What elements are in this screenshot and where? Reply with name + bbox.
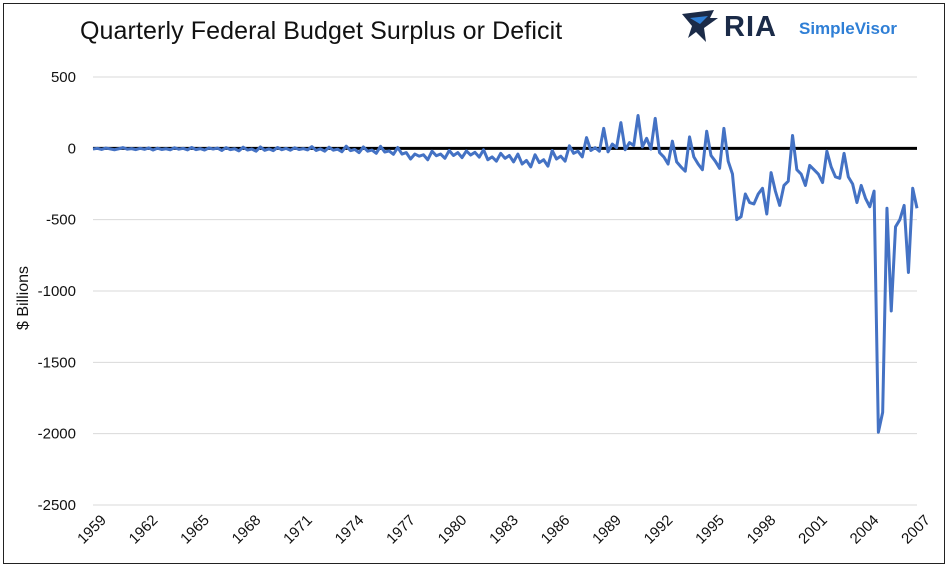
logo-brand: RIA xyxy=(724,11,777,43)
x-tick-label: 1989 xyxy=(589,512,625,548)
y-tick-label: 0 xyxy=(68,140,76,157)
x-tick-label: 2004 xyxy=(847,512,883,548)
x-tick-label: 1986 xyxy=(538,512,574,548)
x-tick-label: 2007 xyxy=(898,512,934,548)
x-tick-label: 1974 xyxy=(332,512,368,548)
x-axis-ticks: 1959 1962 1965 1968 1971 1974 1977 1980 1983 1986… xyxy=(74,512,950,548)
y-tick-label: -2500 xyxy=(38,497,76,514)
gridlines xyxy=(93,76,917,506)
deficit-series-line xyxy=(92,114,919,434)
y-tick-label: -1500 xyxy=(38,354,76,371)
x-tick-label: 1962 xyxy=(126,512,162,548)
y-tick-label: -1000 xyxy=(38,283,76,300)
x-tick-label: 1968 xyxy=(229,512,265,548)
x-tick-label: 2001 xyxy=(795,512,831,548)
y-tick-label: -500 xyxy=(46,212,76,229)
y-axis-ticks: 500 0 -500 -1000 -1500 -2000 -2500 xyxy=(38,69,76,514)
x-tick-label: 1992 xyxy=(641,512,677,548)
x-tick-label: 1965 xyxy=(177,512,213,548)
x-tick-label: 1983 xyxy=(486,512,522,548)
ria-logo: RIA SimpleVisor xyxy=(680,8,930,48)
x-tick-label: 1977 xyxy=(383,512,419,548)
y-tick-label: -2000 xyxy=(38,426,76,443)
x-tick-label: 1971 xyxy=(280,512,316,548)
x-tick-label: 1995 xyxy=(692,512,728,548)
y-axis-label: $ Billions xyxy=(15,266,32,330)
x-tick-label: 1998 xyxy=(744,512,780,548)
chart-title: Quarterly Federal Budget Surplus or Defi… xyxy=(80,17,563,45)
y-tick-label: 500 xyxy=(51,69,76,86)
logo-product: SimpleVisor xyxy=(799,19,897,38)
eagle-icon xyxy=(682,10,718,42)
x-tick-label: 1980 xyxy=(435,512,471,548)
chart-frame xyxy=(3,3,945,564)
x-tick-label: 1959 xyxy=(74,512,110,548)
